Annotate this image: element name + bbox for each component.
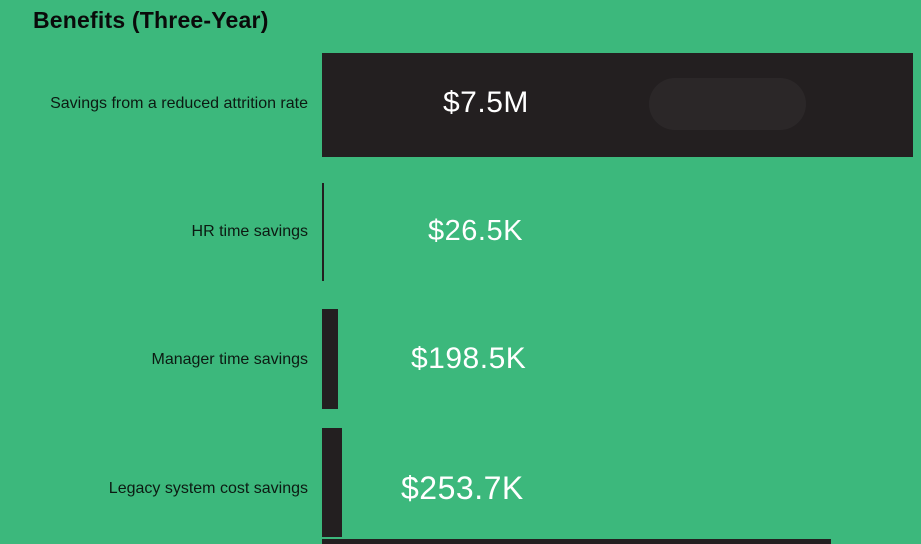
value-label: $253.7K [401, 470, 524, 506]
clipped-next-bar [322, 539, 831, 544]
value-label: $26.5K [428, 215, 523, 247]
category-label: HR time savings [191, 223, 308, 240]
value-label: $198.5K [411, 342, 527, 375]
bar [322, 53, 913, 157]
category-label: Savings from a reduced attrition rate [50, 95, 308, 112]
chart-title: Benefits (Three-Year) [33, 7, 269, 33]
bar [322, 428, 342, 537]
category-label: Legacy system cost savings [108, 480, 308, 497]
bar-highlight [649, 78, 806, 130]
bar [322, 309, 338, 409]
bar [322, 183, 325, 281]
value-label: $7.5M [443, 86, 529, 119]
category-label: Manager time savings [151, 351, 308, 368]
